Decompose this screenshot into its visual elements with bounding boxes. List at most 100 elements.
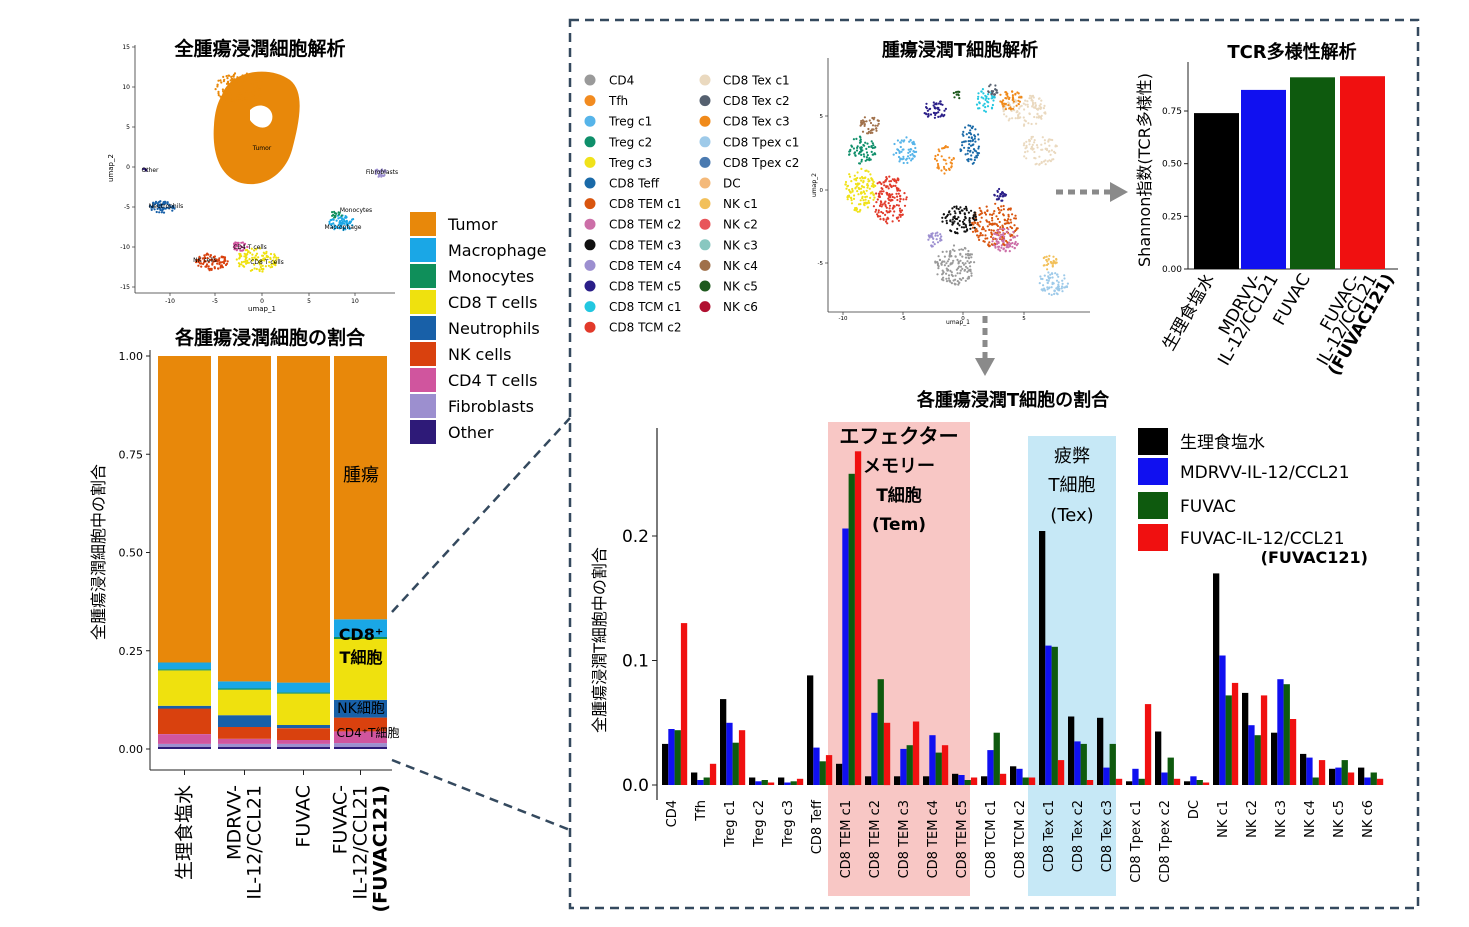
umap-point xyxy=(854,187,857,190)
umap-point xyxy=(893,142,896,146)
umap-point xyxy=(1019,116,1022,119)
umap-point xyxy=(1018,96,1021,99)
umap-t-xtick-label: 5 xyxy=(1022,316,1026,322)
umap-point xyxy=(970,137,973,140)
umap-point xyxy=(1014,100,1018,103)
umap-point xyxy=(985,205,988,208)
umap-point xyxy=(158,211,161,214)
umap-point xyxy=(966,270,969,273)
umap-point xyxy=(238,247,241,250)
umap-point xyxy=(1023,119,1026,122)
umap-all-label-0: Tumor xyxy=(252,145,272,152)
umap-point xyxy=(852,147,856,150)
tcell-bar xyxy=(1138,778,1145,785)
umap-point xyxy=(1044,289,1047,292)
tcell-bar xyxy=(900,748,907,785)
umap-point xyxy=(969,124,972,127)
umap-point xyxy=(1028,143,1031,146)
umap-point xyxy=(1013,217,1016,220)
umap-point xyxy=(1050,293,1053,296)
umap-point xyxy=(893,196,896,199)
umap-point xyxy=(1026,100,1029,103)
umap-point xyxy=(224,263,228,267)
umap-point xyxy=(163,207,166,210)
umap-point xyxy=(334,214,337,218)
umap-point xyxy=(229,79,232,82)
umap-point xyxy=(955,207,958,210)
umap-point xyxy=(246,94,249,97)
tcell-bar xyxy=(790,781,797,785)
umap-point xyxy=(961,133,964,136)
umap-point xyxy=(267,264,270,267)
umap-all-label-2: Neutrophils xyxy=(149,203,183,210)
umap-point xyxy=(1048,286,1051,289)
umap-point xyxy=(1032,106,1036,109)
umap-point xyxy=(1001,101,1004,104)
umap-point xyxy=(250,99,253,102)
umap-point xyxy=(1003,235,1006,238)
tcell-bar xyxy=(1173,778,1181,785)
umap-point xyxy=(1013,98,1016,101)
cd4-cluster xyxy=(232,241,249,252)
umap-point xyxy=(1050,149,1053,152)
umap-point xyxy=(986,237,989,240)
umap-point xyxy=(943,113,946,117)
umap-all-label-4: Monocytes xyxy=(340,207,372,214)
umap-point xyxy=(1057,281,1060,284)
umap-point xyxy=(338,227,341,230)
umap-point xyxy=(205,253,208,256)
umap-point xyxy=(930,244,933,247)
umap-point xyxy=(1037,97,1041,100)
umap-point xyxy=(340,214,343,217)
umap-point xyxy=(945,169,948,172)
umap-point xyxy=(242,260,245,263)
tcell-bar xyxy=(877,679,884,785)
umap-t-legend-dot xyxy=(699,74,711,86)
umap-point xyxy=(218,263,221,266)
umap-point xyxy=(945,250,948,253)
umap-all-clusters xyxy=(142,71,387,273)
umap-point xyxy=(877,209,880,212)
umap-point xyxy=(876,182,879,185)
umap-point xyxy=(940,113,944,116)
tcell-bar xyxy=(1202,782,1210,785)
umap-point xyxy=(895,192,898,195)
umap-point xyxy=(885,218,888,221)
umap-point xyxy=(906,155,910,158)
tcr-ylabel: Shannon指数(TCR多様性) xyxy=(1135,73,1154,267)
tumor-edge-points xyxy=(214,72,264,104)
umap-point xyxy=(893,205,896,208)
umap-point xyxy=(897,192,900,195)
umap-point xyxy=(860,160,863,163)
umap-point xyxy=(961,144,964,147)
umap-point xyxy=(332,213,335,216)
umap-point xyxy=(1048,144,1051,147)
umap-point xyxy=(872,153,875,156)
umap-point xyxy=(934,232,937,235)
umap-point xyxy=(958,281,961,284)
umap-point xyxy=(963,146,966,149)
umap-t-legend-label: CD8 TEM c5 xyxy=(609,280,681,294)
umap-point xyxy=(866,206,870,209)
legend-all-swatch xyxy=(410,212,436,236)
umap-point xyxy=(997,230,1001,233)
umap-point xyxy=(205,263,209,266)
stacked-seg-cd8-t-cells xyxy=(158,670,211,706)
umap-point xyxy=(991,213,994,216)
umap-point xyxy=(990,94,993,97)
umap-point xyxy=(1060,287,1063,290)
umap-point xyxy=(1002,232,1005,235)
tcell-xlabel: CD8 TEM c1 xyxy=(839,800,854,878)
umap-point xyxy=(947,277,951,280)
umap-point xyxy=(154,200,158,203)
tcell-legend-swatch xyxy=(1138,458,1168,485)
tcell-bar xyxy=(1132,768,1139,785)
umap-point xyxy=(995,223,998,226)
umap-point xyxy=(994,202,997,205)
umap-point xyxy=(243,86,246,89)
umap-point xyxy=(854,154,857,157)
umap-point xyxy=(996,217,1000,221)
umap-point xyxy=(909,139,912,142)
umap-point xyxy=(867,199,870,203)
umap-point xyxy=(1038,162,1041,166)
